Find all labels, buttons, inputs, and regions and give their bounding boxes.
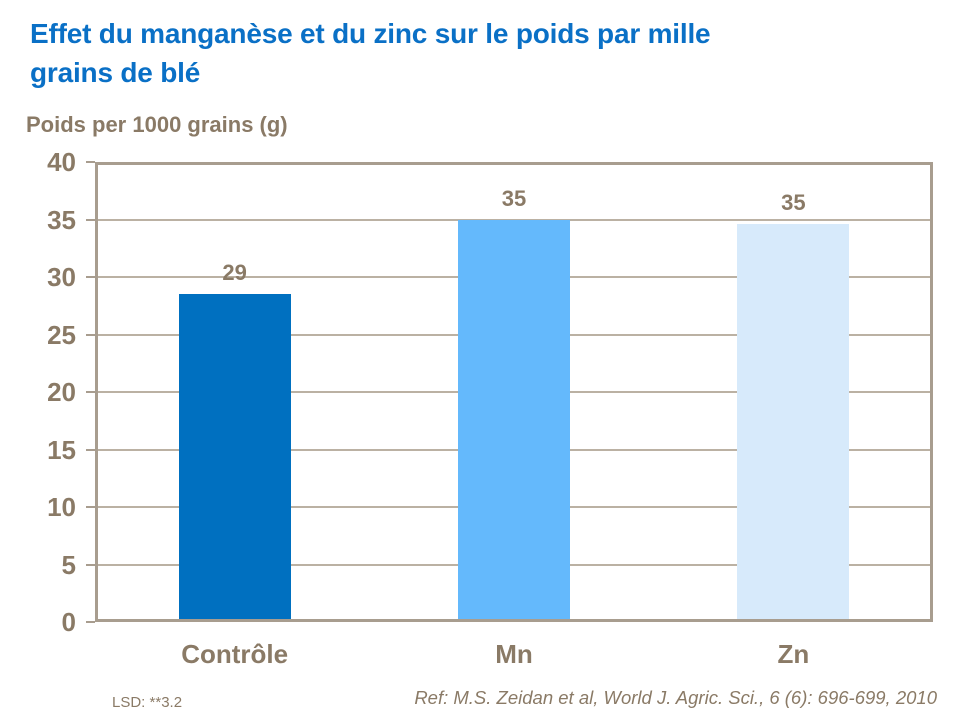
y-tick-label: 25 <box>47 319 76 350</box>
y-tick-label: 40 <box>47 147 76 177</box>
y-tick-label: 20 <box>47 377 76 407</box>
y-tick-mark <box>86 391 95 393</box>
y-tick-label: 15 <box>47 434 76 465</box>
x-category-label-controle: Contrôle <box>181 639 289 669</box>
reference-note: Ref: M.S. Zeidan et al, World J. Agric. … <box>414 687 937 708</box>
slide-title-line2: grains de blé <box>30 57 201 88</box>
y-axis-title: Poids per 1000 grains (g) <box>26 112 288 137</box>
y-tick-mark <box>86 161 95 163</box>
slide-title: Effet du manganèse et du zinc sur le poi… <box>30 14 910 92</box>
bar-controle <box>178 294 291 619</box>
slide-title-line1: Effet du manganèse et du zinc sur le poi… <box>30 18 711 49</box>
y-tick-label: 5 <box>61 549 76 580</box>
bar-mn <box>458 219 570 619</box>
y-tick-mark <box>86 218 95 221</box>
lsd-note: LSD: **3.2 <box>112 694 183 711</box>
x-category-label-mn: Mn <box>495 639 533 669</box>
y-tick-mark <box>86 448 95 451</box>
y-tick-mark <box>86 563 95 566</box>
y-tick-mark <box>86 333 95 336</box>
y-tick-label: 35 <box>47 204 76 235</box>
y-tick-label: 30 <box>47 262 76 292</box>
bar-zn <box>737 224 850 619</box>
y-tick-mark <box>86 621 95 623</box>
y-tick-mark <box>86 506 95 508</box>
value-label-zn: 35 <box>781 190 806 216</box>
y-tick-mark <box>86 276 95 278</box>
y-tick-label: 10 <box>47 492 76 522</box>
value-label-controle: 29 <box>222 260 247 286</box>
x-category-label-zn: Zn <box>777 639 810 669</box>
y-tick-label: 0 <box>61 607 76 637</box>
value-label-mn: 35 <box>501 185 527 211</box>
